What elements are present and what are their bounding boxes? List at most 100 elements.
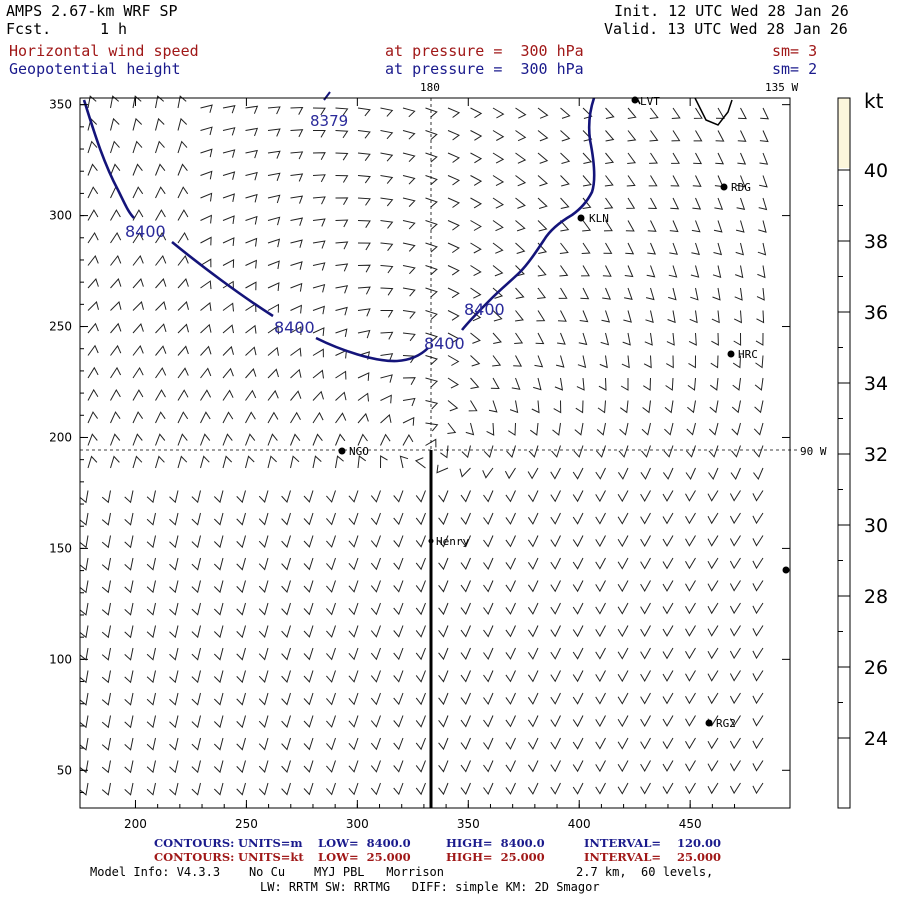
wind-barb — [415, 782, 426, 796]
wind-barb — [290, 195, 304, 204]
wind-barb — [595, 625, 606, 638]
wind-barb — [79, 782, 89, 796]
wind-barb — [688, 332, 697, 346]
wind-barb — [402, 416, 415, 426]
wind-barb — [79, 737, 89, 751]
wind-barb — [617, 782, 629, 795]
wind-barb — [685, 512, 696, 525]
wind-barb — [402, 265, 416, 275]
wind-barb — [213, 647, 224, 661]
model-title: AMPS 2.67-km WRF SP — [6, 2, 178, 20]
wind-barb — [348, 580, 359, 593]
wind-barb — [625, 220, 635, 232]
wind-barb — [438, 625, 449, 638]
wind-barb — [664, 422, 674, 436]
wind-barb — [222, 367, 234, 379]
wind-barb — [236, 625, 246, 639]
wind-barb — [267, 216, 281, 226]
wind-barb — [87, 433, 98, 446]
wind-barb — [132, 301, 144, 311]
wind-barb — [326, 535, 336, 548]
wind-barb — [596, 445, 606, 458]
wind-barb — [348, 647, 359, 661]
wind-barb — [393, 512, 404, 526]
wind-barb — [312, 174, 326, 183]
wind-barb — [729, 670, 741, 682]
wind-barb — [459, 467, 471, 478]
wind-barb — [155, 209, 166, 221]
wind-barb — [222, 433, 233, 446]
wind-barb — [527, 715, 539, 728]
wind-barb — [303, 692, 314, 706]
wind-barb — [711, 332, 719, 346]
contour2-interval: INTERVAL= 25.000 — [584, 850, 722, 864]
wind-barb — [290, 106, 304, 115]
wind-barb — [290, 411, 301, 424]
wind-barb — [447, 310, 460, 321]
wind-barb — [87, 344, 99, 356]
wind-barb — [647, 220, 657, 232]
wind-barb — [380, 310, 394, 318]
colorbar-tick-label: 28 — [864, 586, 888, 608]
wind-barb — [425, 400, 439, 410]
colorbar-tick-label: 40 — [864, 160, 888, 182]
wind-barb — [438, 760, 449, 773]
wind-barb — [617, 737, 629, 750]
wind-barb — [640, 580, 651, 593]
wind-barb — [290, 368, 302, 379]
wind-barb — [200, 192, 213, 202]
wind-barb — [642, 400, 651, 414]
wind-barb — [550, 715, 561, 728]
wind-barb — [666, 332, 675, 346]
wind-barb — [124, 625, 134, 639]
wind-barb — [460, 670, 471, 683]
wind-barb — [87, 209, 99, 221]
wind-barb — [707, 782, 719, 795]
wind-barb — [729, 692, 741, 705]
wind-barb — [290, 326, 302, 335]
wind-barb — [357, 433, 368, 446]
wind-barb — [646, 265, 656, 278]
wind-barb — [281, 737, 291, 751]
wind-barb — [460, 490, 471, 503]
wind-barb — [124, 535, 134, 549]
wind-barb — [258, 602, 269, 616]
wind-barb — [595, 557, 606, 570]
wind-barb — [515, 287, 525, 299]
wind-barb — [483, 692, 494, 706]
wind-barb — [177, 389, 189, 401]
station-marker-hrc — [727, 350, 735, 358]
wind-barb — [380, 374, 393, 383]
wind-barb — [258, 692, 269, 706]
wind-barb — [101, 670, 111, 684]
wind-barb — [581, 265, 590, 277]
wind-barb — [348, 782, 359, 796]
wind-barb — [483, 625, 494, 638]
wind-barb — [483, 445, 494, 458]
wind-barb — [438, 512, 449, 526]
wind-barb — [258, 670, 269, 683]
station-label-rg2: RG2 — [716, 717, 736, 730]
wind-barb — [470, 265, 482, 277]
wind-barb — [335, 241, 349, 250]
wind-barb — [735, 242, 744, 256]
wind-barb — [511, 377, 521, 390]
wind-barb — [425, 130, 438, 140]
wind-barb — [132, 163, 143, 176]
wind-barb — [222, 215, 235, 224]
wind-barb — [290, 217, 304, 226]
wind-barb — [617, 467, 629, 480]
wind-barb — [505, 557, 516, 570]
wind-barb — [550, 512, 561, 525]
wind-barb — [312, 240, 326, 249]
contour-label-8400-south: 8400 — [424, 334, 465, 353]
wind-barb — [101, 692, 111, 706]
wind-barb — [617, 580, 629, 593]
wind-barb — [707, 557, 719, 570]
wind-barb — [604, 197, 614, 209]
wind-barb — [110, 455, 120, 469]
wind-barb — [380, 414, 392, 424]
wind-barb — [303, 512, 314, 526]
wind-barb — [213, 557, 224, 571]
wind-barb — [447, 152, 460, 163]
